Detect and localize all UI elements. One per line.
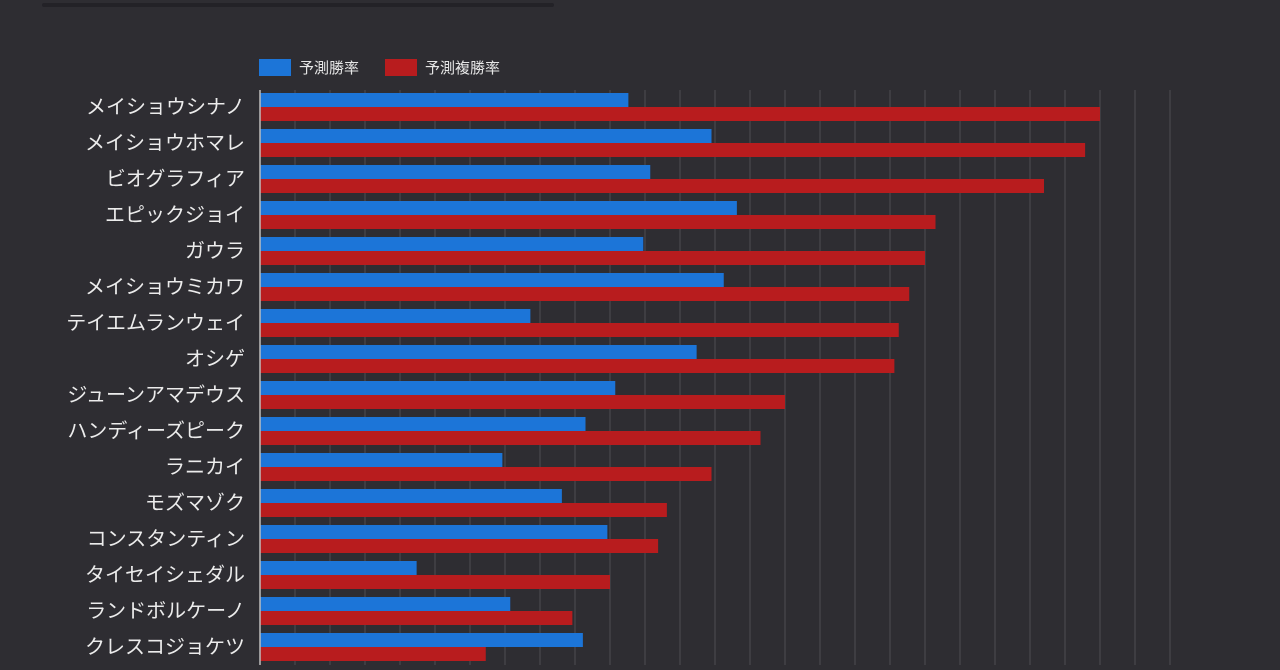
bar-place-rate[interactable]	[260, 215, 936, 229]
category-label: テイエムランウェイ	[66, 311, 245, 335]
category-label: ビオグラフィア	[106, 167, 245, 191]
legend-swatch-win	[259, 58, 291, 76]
bar-place-rate[interactable]	[260, 539, 659, 553]
bar-win-rate[interactable]	[260, 417, 586, 431]
bar-place-rate[interactable]	[260, 323, 899, 337]
bar-place-rate[interactable]	[260, 575, 610, 589]
legend: 予測勝率 予測複勝率	[259, 56, 526, 78]
category-label: コンスタンティン	[87, 527, 245, 551]
bar-win-rate[interactable]	[260, 273, 724, 287]
legend-label-win: 予測勝率	[299, 58, 360, 77]
bar-win-rate[interactable]	[260, 93, 629, 107]
bar-win-rate[interactable]	[260, 525, 608, 539]
bar-place-rate[interactable]	[260, 359, 895, 373]
category-label: ハンディーズピーク	[67, 419, 245, 443]
category-label: ジューンアマデウス	[67, 383, 245, 407]
bar-win-rate[interactable]	[260, 309, 531, 323]
bar-win-rate[interactable]	[260, 633, 583, 647]
bar-place-rate[interactable]	[260, 107, 1100, 121]
category-label: メイショウミカワ	[85, 275, 245, 299]
bar-place-rate[interactable]	[260, 467, 712, 481]
legend-item-place[interactable]: 予測複勝率	[385, 57, 500, 78]
bar-place-rate[interactable]	[260, 395, 785, 409]
bar-win-rate[interactable]	[260, 165, 651, 179]
bar-win-rate[interactable]	[260, 381, 616, 395]
category-label: オシゲ	[185, 347, 245, 371]
bar-win-rate[interactable]	[260, 345, 697, 359]
bar-place-rate[interactable]	[260, 143, 1086, 157]
bar-win-rate[interactable]	[260, 201, 737, 215]
bar-place-rate[interactable]	[260, 251, 925, 265]
category-label: モズマゾク	[145, 491, 245, 515]
bar-win-rate[interactable]	[260, 489, 562, 503]
category-label: メイショウホマレ	[85, 131, 245, 155]
category-label: クレスコジョケツ	[85, 635, 245, 659]
category-label: タイセイシェダル	[85, 563, 245, 587]
bar-win-rate[interactable]	[260, 597, 511, 611]
bar-place-rate[interactable]	[260, 179, 1044, 193]
legend-label-place: 予測複勝率	[425, 58, 501, 77]
bar-place-rate[interactable]	[260, 431, 761, 445]
category-label: ランドボルケーノ	[86, 599, 245, 623]
bar-place-rate[interactable]	[260, 647, 486, 661]
bar-place-rate[interactable]	[260, 287, 910, 301]
top-scroll-strip	[42, 3, 554, 7]
legend-swatch-place	[385, 58, 418, 76]
bar-win-rate[interactable]	[260, 453, 503, 467]
bar-place-rate[interactable]	[260, 611, 573, 625]
bar-win-rate[interactable]	[260, 561, 417, 575]
category-label: メイショウシナノ	[86, 95, 245, 119]
bar-win-rate[interactable]	[260, 129, 712, 143]
bar-win-rate[interactable]	[260, 237, 644, 251]
legend-item-win[interactable]: 予測勝率	[259, 57, 359, 78]
category-label: ガウラ	[185, 239, 245, 263]
category-label: ラニカイ	[165, 455, 245, 479]
bar-place-rate[interactable]	[260, 503, 667, 517]
category-label: エピックジョイ	[105, 203, 245, 227]
